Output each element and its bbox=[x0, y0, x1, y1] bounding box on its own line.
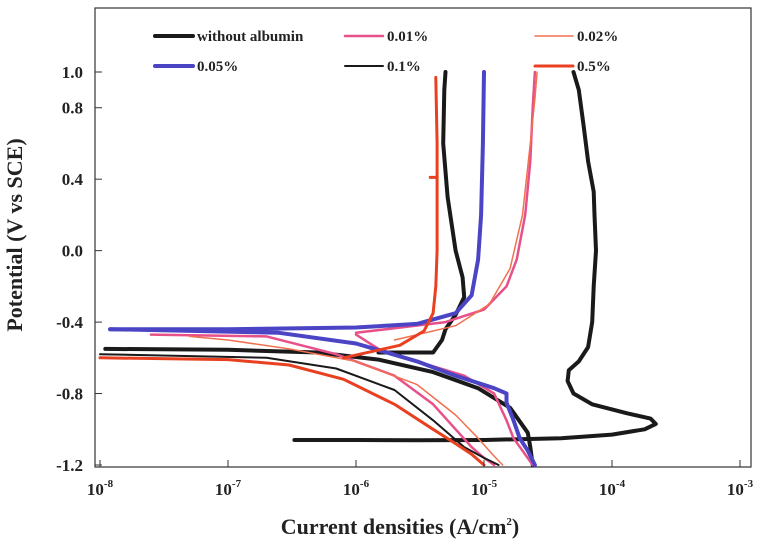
x-tick-label: 10-3 bbox=[727, 478, 754, 499]
legend-label: without albumin bbox=[197, 29, 304, 45]
y-tick-label: 1.0 bbox=[62, 63, 83, 82]
x-tick-label: 10-8 bbox=[87, 478, 114, 499]
y-tick-label: 0.8 bbox=[62, 99, 83, 118]
y-tick-label: -0.8 bbox=[56, 385, 83, 404]
y-axis-title: Potential (V vs SCE) bbox=[2, 138, 27, 331]
legend-label: 0.5% bbox=[577, 59, 611, 75]
legend-label: 0.1% bbox=[387, 59, 421, 75]
plot-frame bbox=[94, 7, 752, 468]
curves-layer bbox=[98, 70, 658, 467]
series-2-branch-0 bbox=[188, 335, 504, 466]
series-3-branch-1 bbox=[108, 327, 537, 467]
y-tick-label: -0.4 bbox=[56, 313, 83, 332]
legend: without albumin 0.01% 0.02% 0.05% 0.1% 0.5% bbox=[153, 29, 618, 75]
legend-label: 0.05% bbox=[197, 59, 238, 75]
y-tick-label: 0.4 bbox=[62, 170, 84, 189]
y-axis-ticks: 1.0 0.8 0.4 0.0 -0.4 -0.8 -1.2 bbox=[56, 63, 102, 475]
series-3-branch-0 bbox=[108, 70, 486, 332]
legend-label: 0.01% bbox=[387, 29, 428, 45]
series-2-branch-1 bbox=[393, 71, 538, 341]
x-tick-label: 10-5 bbox=[471, 478, 498, 499]
y-tick-label: -1.2 bbox=[56, 456, 83, 475]
series-0-branch-2 bbox=[376, 70, 467, 355]
series-5-branch-1 bbox=[342, 75, 439, 360]
x-axis-title: Current densities (A/cm2) bbox=[281, 514, 520, 539]
series-5-branch-0 bbox=[98, 356, 486, 467]
x-tick-label: 10-7 bbox=[215, 478, 242, 499]
y-tick-label: 0.0 bbox=[62, 242, 83, 261]
x-axis-ticks: 10-8 10-7 10-6 10-5 10-4 10-3 bbox=[87, 460, 754, 499]
series-1-branch-0 bbox=[149, 333, 496, 467]
legend-label: 0.02% bbox=[577, 29, 618, 45]
series-0-branch-0 bbox=[292, 70, 658, 443]
x-tick-label: 10-4 bbox=[599, 478, 626, 499]
series-0-branch-1 bbox=[103, 346, 535, 467]
x-tick-label: 10-6 bbox=[343, 478, 370, 499]
series-4-branch-0 bbox=[99, 353, 500, 466]
